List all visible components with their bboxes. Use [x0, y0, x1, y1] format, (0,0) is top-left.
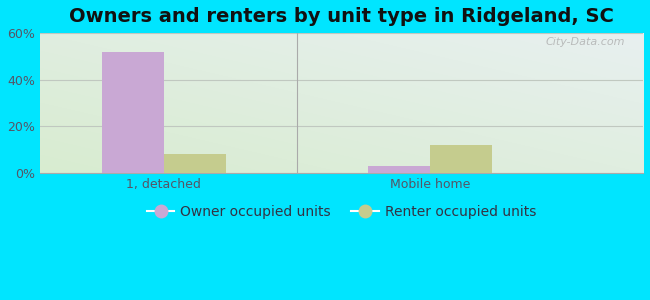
Text: City-Data.com: City-Data.com [545, 37, 625, 47]
Bar [430, 145, 492, 173]
Bar [102, 52, 164, 173]
Title: Owners and renters by unit type in Ridgeland, SC: Owners and renters by unit type in Ridge… [69, 7, 614, 26]
Bar [164, 154, 226, 173]
Bar [368, 166, 430, 173]
Legend: Owner occupied units, Renter occupied units: Owner occupied units, Renter occupied un… [141, 200, 541, 225]
